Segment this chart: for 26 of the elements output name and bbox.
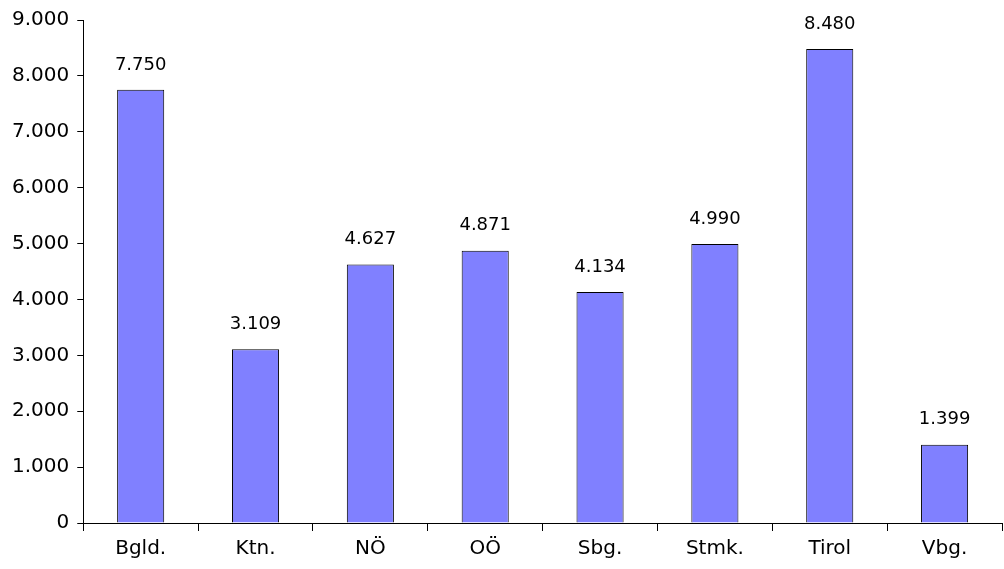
data-label: 7.750 [114, 52, 167, 74]
y-tick-label: 2.000 [11, 397, 70, 422]
data-label: 8.480 [803, 11, 856, 33]
x-tick-label: Bgld. [115, 535, 167, 560]
y-tick-label: 5.000 [11, 229, 70, 254]
y-tick-label: 8.000 [11, 62, 70, 87]
y-tick-label: 4.000 [11, 285, 70, 310]
x-tick-label: OÖ [469, 535, 501, 560]
x-tick-label: Ktn. [235, 535, 276, 560]
data-label: 1.399 [918, 407, 971, 429]
data-label: 3.109 [229, 311, 282, 333]
x-tick-label: Sbg. [577, 535, 623, 560]
y-tick-label: 9.000 [11, 6, 70, 31]
x-tick-label: Stmk. [685, 535, 744, 560]
y-tick-label: 1.000 [11, 453, 70, 478]
y-tick-label: 0 [56, 509, 70, 534]
y-tick-label: 7.000 [11, 117, 70, 142]
x-tick-label: NÖ [355, 535, 386, 560]
y-tick-label: 6.000 [11, 173, 70, 198]
x-tick-label: Vbg. [921, 535, 968, 560]
data-label: 4.627 [344, 227, 397, 249]
y-tick-label: 3.000 [11, 341, 70, 366]
data-label: 4.990 [689, 206, 741, 228]
data-label: 4.871 [459, 213, 511, 235]
data-label: 4.134 [574, 254, 626, 276]
x-tick-label: Tirol [807, 535, 852, 560]
